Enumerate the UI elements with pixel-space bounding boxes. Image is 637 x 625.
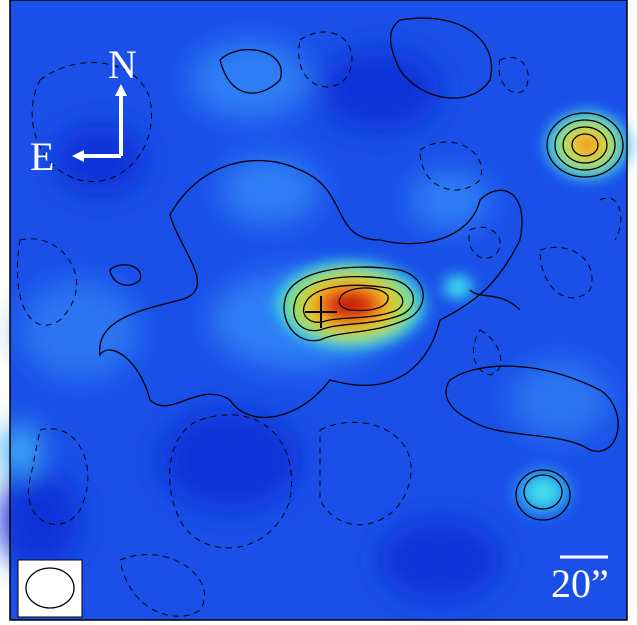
north-label: N [108,42,137,87]
frame [9,0,628,621]
contours [99,17,624,521]
beam [17,559,83,618]
east-label: E [30,134,54,179]
negative-contours [16,31,622,617]
scale-label: 20” [551,561,609,606]
position-cross [305,296,337,328]
compass [72,84,127,162]
